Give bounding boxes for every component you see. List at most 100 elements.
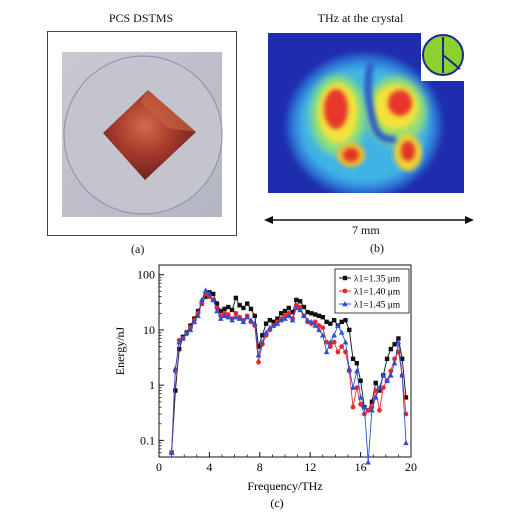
panel-c-label: (c) [270, 496, 283, 510]
y-tick-label: 1 [149, 378, 155, 392]
crystal-photo-image [62, 52, 223, 217]
data-point [229, 317, 235, 323]
scale-bar [264, 216, 474, 224]
data-point [308, 318, 315, 325]
data-point [403, 439, 409, 446]
data-point [176, 346, 182, 352]
data-point [187, 326, 194, 333]
data-point [335, 322, 341, 328]
x-tick-label: 8 [257, 460, 263, 474]
data-point [282, 308, 288, 314]
data-point [338, 329, 345, 335]
data-point [263, 329, 269, 335]
data-point [377, 388, 382, 393]
panel-b-title: THz at the crystal [317, 11, 404, 25]
data-point [350, 356, 356, 362]
series-3 [168, 287, 409, 465]
data-point [183, 329, 190, 335]
data-point [210, 296, 216, 303]
chart-series [168, 287, 409, 465]
data-point [248, 317, 254, 323]
data-point [210, 291, 216, 297]
data-point [320, 325, 326, 331]
x-tick-label: 0 [156, 460, 162, 474]
scale-bar-label: 7 mm [352, 223, 380, 237]
data-point [214, 301, 220, 306]
data-point [395, 339, 402, 345]
data-point [369, 399, 375, 404]
data-point [354, 385, 360, 391]
data-point [282, 315, 288, 321]
data-point [206, 290, 213, 297]
data-point [384, 377, 390, 383]
data-point [274, 320, 281, 326]
data-point [203, 294, 208, 299]
data-point [331, 339, 337, 345]
data-point [339, 344, 345, 349]
legend-marker [342, 288, 348, 294]
data-point [260, 333, 265, 338]
x-axis-label: Frequency/THz [247, 479, 322, 493]
data-point [289, 317, 296, 323]
data-point [320, 315, 325, 320]
data-point [399, 356, 405, 362]
data-point [358, 401, 363, 407]
data-point [290, 309, 295, 315]
y-tick-label: 10 [143, 323, 155, 337]
data-point [176, 339, 182, 345]
data-point [180, 335, 186, 341]
data-point [173, 388, 178, 393]
data-point [218, 308, 223, 314]
data-point [327, 339, 334, 345]
x-tick-label: 16 [355, 460, 367, 474]
data-point [324, 319, 329, 325]
data-point [343, 318, 348, 323]
data-point [361, 411, 367, 417]
data-point [358, 378, 363, 383]
data-point [365, 459, 371, 465]
data-point [380, 372, 387, 378]
data-point [255, 352, 262, 358]
data-point [384, 356, 390, 362]
data-point [301, 312, 307, 319]
data-point [278, 317, 285, 323]
data-point [372, 394, 379, 400]
thz-beam-profile [268, 33, 464, 195]
data-point [388, 346, 394, 352]
data-point [191, 318, 198, 325]
data-point [350, 384, 356, 390]
crystal-photo [47, 31, 237, 236]
data-point [285, 312, 292, 319]
data-point [357, 394, 364, 400]
y-tick-label: 100 [137, 268, 155, 282]
panel-a-title: PCS DSTMS [108, 11, 174, 25]
data-point [331, 332, 337, 338]
legend-item: λ1=1.35 μm [339, 275, 401, 285]
data-point [267, 324, 273, 330]
y-tick-label: 0.1 [140, 433, 155, 447]
legend-marker [342, 301, 348, 307]
data-point [392, 342, 397, 347]
data-point [233, 310, 239, 316]
data-point [172, 365, 179, 371]
data-point [271, 319, 276, 325]
data-point [222, 306, 227, 312]
legend-item: λ1=1.40 μm [339, 288, 401, 298]
data-point [244, 314, 250, 320]
data-point [339, 319, 344, 325]
data-point [195, 312, 201, 319]
data-point [221, 312, 228, 319]
data-point [293, 304, 300, 311]
data-point [286, 305, 291, 311]
data-point [229, 307, 235, 313]
data-point [313, 312, 318, 317]
data-point [233, 295, 239, 301]
data-point [279, 311, 284, 316]
data-point [354, 368, 360, 374]
data-point [259, 339, 266, 345]
data-point [350, 404, 356, 410]
data-point [377, 407, 382, 413]
data-point [373, 388, 379, 393]
data-point [373, 380, 378, 386]
